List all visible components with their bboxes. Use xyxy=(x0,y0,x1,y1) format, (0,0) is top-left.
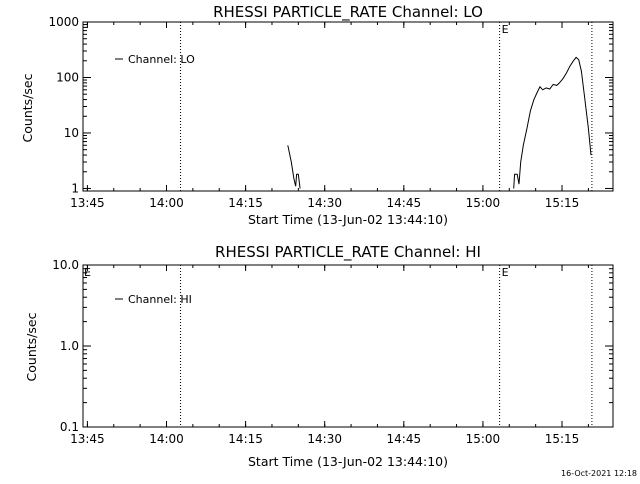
x-tick-label: 14:30 xyxy=(307,432,342,446)
x-tick-label: 14:30 xyxy=(307,196,342,210)
legend-label: Channel: LO xyxy=(128,53,195,66)
event-marker-label: E xyxy=(502,23,509,36)
x-axis-label: Start Time (13-Jun-02 13:44:10) xyxy=(248,212,448,227)
x-tick-label: 14:00 xyxy=(149,432,184,446)
y-tick-label: 1000 xyxy=(48,15,79,29)
y-axis-label: Counts/sec xyxy=(24,312,39,381)
y-tick-label: 1.0 xyxy=(60,339,79,353)
plot-frame xyxy=(82,264,614,428)
chart-hi: RHESSI PARTICLE_RATE Channel: HI Start T… xyxy=(24,243,614,469)
y-tick-label: 1 xyxy=(71,181,79,195)
legend-label: Channel: HI xyxy=(128,293,192,306)
plot-frame xyxy=(82,21,614,192)
x-axis-label: Start Time (13-Jun-02 13:44:10) xyxy=(248,454,448,469)
x-tick-label: 13:45 xyxy=(70,196,105,210)
y-tick-label: 10 xyxy=(64,126,79,140)
x-tick-label: 14:45 xyxy=(387,196,422,210)
event-marker-label: E xyxy=(502,266,509,279)
y-axis-label: Counts/sec xyxy=(20,73,35,142)
x-tick-label: 15:00 xyxy=(466,196,501,210)
x-tick-label: 14:15 xyxy=(228,432,263,446)
x-tick-label: 15:15 xyxy=(545,196,580,210)
series-line xyxy=(513,56,592,189)
x-tick-label: 15:15 xyxy=(545,432,580,446)
chart-lo: RHESSI PARTICLE_RATE Channel: LO Start T… xyxy=(20,3,614,227)
chart-title: RHESSI PARTICLE_RATE Channel: HI xyxy=(215,243,481,262)
x-tick-label: 14:00 xyxy=(149,196,184,210)
x-tick-label: 14:15 xyxy=(228,196,263,210)
y-tick-label: 10.0 xyxy=(52,258,79,272)
x-tick-label: 14:45 xyxy=(387,432,422,446)
timestamp: 16-Oct-2021 12:18 xyxy=(561,469,637,478)
y-tick-label: 0.1 xyxy=(60,420,79,434)
corner-label: E xyxy=(84,266,91,279)
y-tick-label: 100 xyxy=(56,70,79,84)
x-tick-label: 15:00 xyxy=(466,432,501,446)
series-line xyxy=(287,145,301,189)
chart-title: RHESSI PARTICLE_RATE Channel: LO xyxy=(213,3,483,22)
x-tick-label: 13:45 xyxy=(70,432,105,446)
